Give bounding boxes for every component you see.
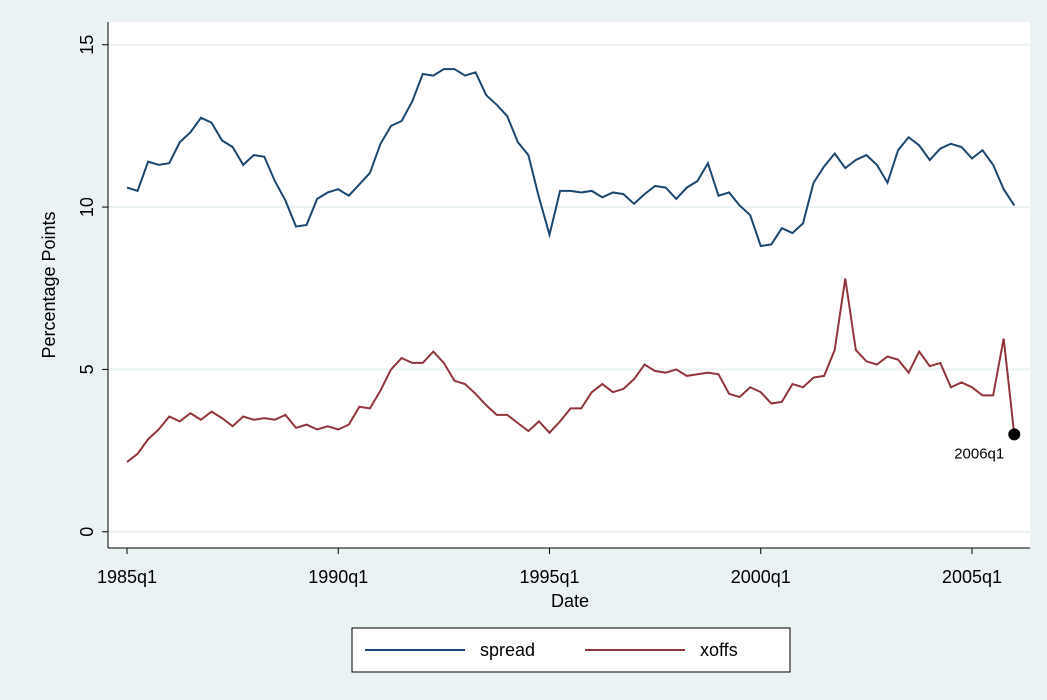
x-tick-label: 1995q1: [519, 567, 579, 587]
y-tick-label: 15: [77, 35, 97, 55]
y-tick-label: 5: [77, 364, 97, 374]
y-tick-label: 0: [77, 527, 97, 537]
legend-label: spread: [480, 640, 535, 660]
line-0: [126, 68, 1016, 248]
x-tick-label: 2000q1: [731, 567, 791, 587]
end-marker: [1008, 428, 1021, 441]
x-tick-label: 1985q1: [97, 567, 157, 587]
x-tick-label: 1990q1: [308, 567, 368, 587]
x-tick-label: 2005q1: [942, 567, 1002, 587]
plot-area: [108, 22, 1030, 548]
line-1: [126, 278, 1016, 463]
y-tick-label: 10: [77, 197, 97, 217]
end-label: 2006q1: [954, 445, 1004, 462]
legend-label: xoffs: [700, 640, 738, 660]
y-axis-title: Percentage Points: [39, 211, 59, 358]
x-axis-title: Date: [551, 591, 589, 611]
